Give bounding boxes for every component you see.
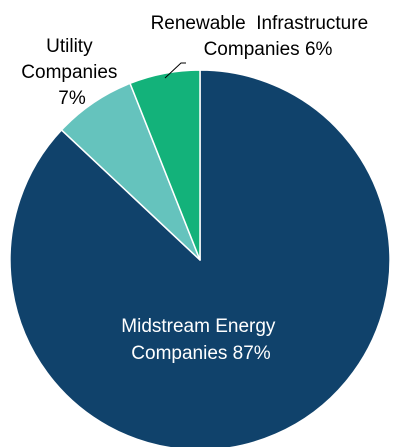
midstream-label-line-1: Midstream Energy bbox=[121, 316, 276, 337]
renewable-leader-line bbox=[164, 62, 186, 79]
utility-label-line-1: Utility bbox=[46, 36, 93, 57]
renewable-label-line-1: Renewable Infrastructure bbox=[151, 13, 369, 34]
renewable-label-line-2: Companies 6% bbox=[204, 39, 333, 60]
utility-label: Utility Companies 7% bbox=[21, 36, 122, 109]
utility-label-line-3: 7% bbox=[58, 88, 86, 109]
midstream-label: Midstream Energy Companies 87% bbox=[121, 316, 280, 364]
midstream-label-line-2: Companies 87% bbox=[131, 343, 271, 364]
renewable-label: Renewable Infrastructure Companies 6% bbox=[151, 13, 374, 60]
renewable-slice bbox=[129, 69, 201, 261]
pie-slices bbox=[9, 69, 391, 447]
utility-label-line-2: Companies bbox=[21, 62, 117, 83]
